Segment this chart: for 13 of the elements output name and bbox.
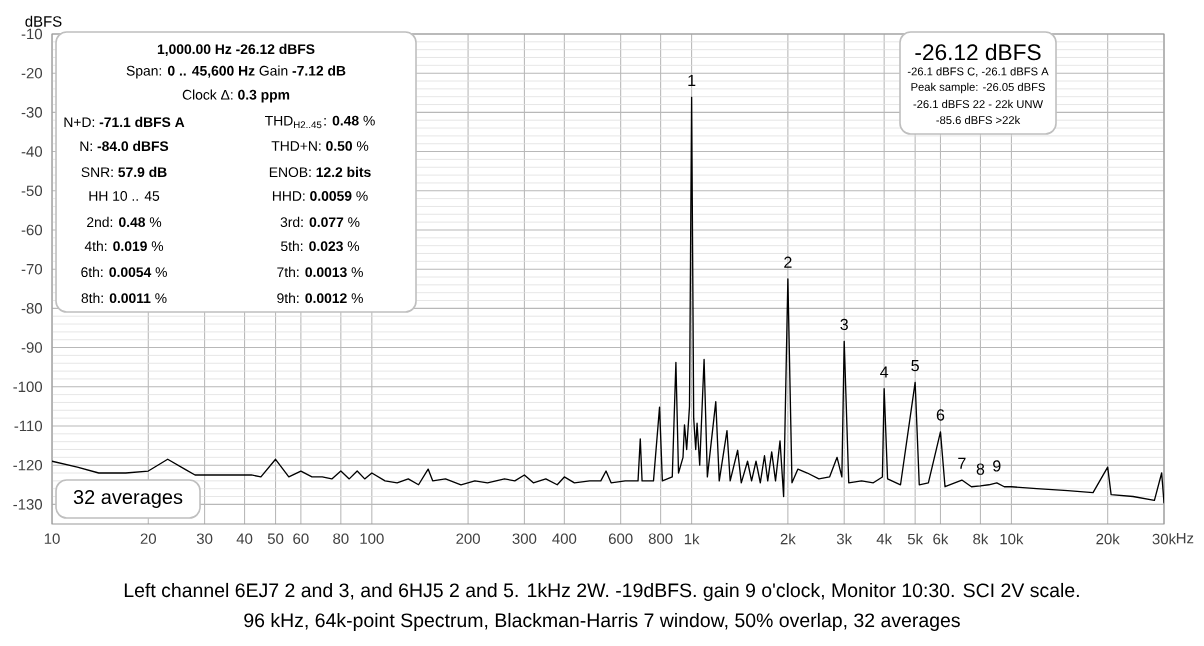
annotation: -26.12 dBFS bbox=[915, 43, 1041, 61]
annotation: 5 bbox=[911, 360, 919, 372]
annotation: 2 bbox=[784, 256, 792, 268]
annotation: 6 bbox=[936, 409, 945, 421]
annotation: 32 averages bbox=[73, 489, 183, 509]
text: Left channel 6EJ7 2 and 3, and 6HJ5 2 and 5. 1kHz 2W. -19dBFS. gain 9 o'clock, Monitor 10:30. SCI 2V scale. bbox=[124, 582, 1079, 602]
annotation: 1 bbox=[688, 74, 696, 86]
annotation: 4 bbox=[880, 366, 889, 378]
annotation: 9 bbox=[993, 460, 1001, 472]
annotation: 8 bbox=[976, 463, 985, 475]
annotation: 3 bbox=[840, 318, 848, 331]
text: 96 kHz, 64k-point Spectrum, Blackman-Harris 7 window, 50% overlap, 32 averages bbox=[244, 612, 960, 632]
annotation: 7 bbox=[958, 457, 966, 469]
